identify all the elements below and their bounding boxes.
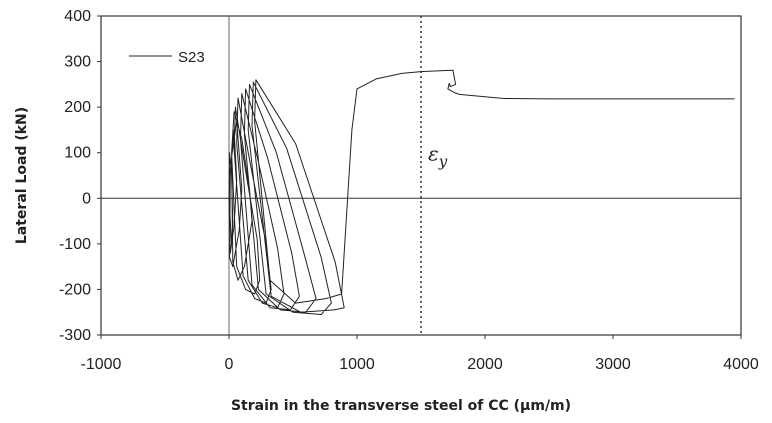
series-layer (228, 69, 735, 315)
x-tick-label: 3000 (595, 356, 631, 373)
x-tick-label: -1000 (81, 356, 122, 373)
y-tick-label: 200 (64, 99, 91, 116)
y-tick-label: -100 (59, 236, 91, 253)
epsilon-subscript: y (438, 153, 448, 171)
y-tick-label: -300 (59, 327, 91, 344)
yield-strain-label: εy (428, 142, 448, 171)
y-axis-ticks: -300 -200 -100 0 100 200 300 400 (59, 8, 101, 344)
y-tick-label: 100 (64, 145, 91, 162)
x-axis-ticks: -1000 0 1000 2000 3000 4000 (81, 335, 759, 373)
legend-label-s23: S23 (178, 49, 205, 66)
legend: S23 (129, 49, 205, 66)
y-axis-title: Lateral Load (kN) (14, 107, 30, 244)
x-tick-label: 1000 (339, 356, 375, 373)
y-tick-label: 0 (82, 190, 91, 207)
epsilon-symbol: ε (428, 142, 439, 166)
x-tick-label: 2000 (467, 356, 503, 373)
y-tick-label: 400 (64, 8, 91, 25)
y-tick-label: 300 (64, 54, 91, 71)
y-tick-label: -200 (59, 281, 91, 298)
x-tick-label: 4000 (723, 356, 759, 373)
series-line-s23 (228, 69, 735, 315)
x-axis-title: Strain in the transverse steel of CC (µm… (231, 398, 571, 414)
x-tick-label: 0 (225, 356, 234, 373)
